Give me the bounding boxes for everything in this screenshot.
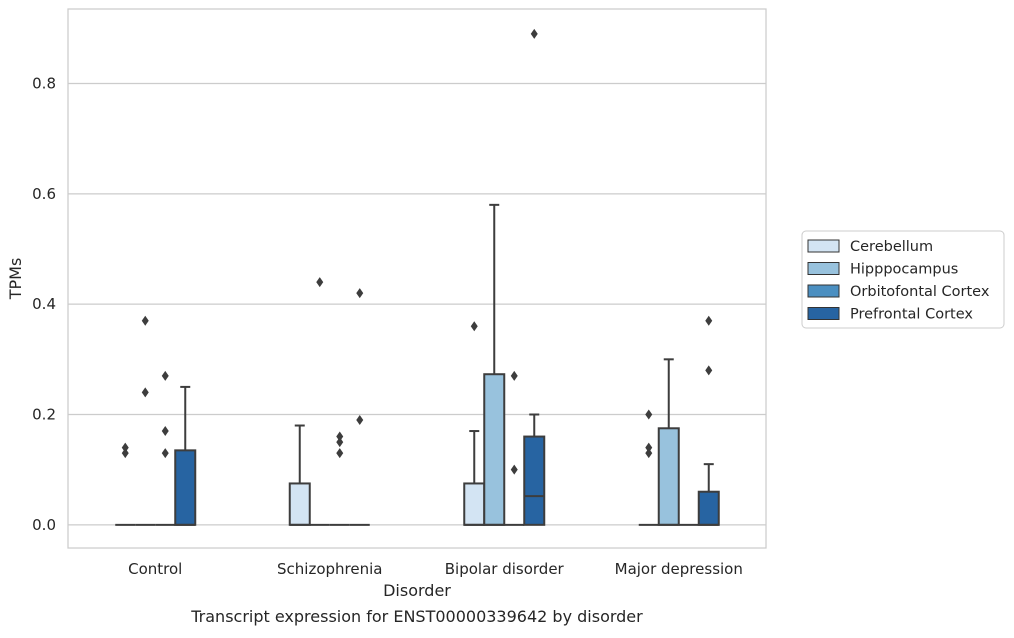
outlier-point bbox=[316, 277, 324, 288]
box-hipppocampus bbox=[657, 358, 680, 526]
outlier-point bbox=[510, 370, 518, 381]
box-body bbox=[174, 449, 197, 526]
outlier-point bbox=[356, 288, 364, 299]
box-body bbox=[523, 435, 546, 526]
y-tick-label: 0.2 bbox=[32, 405, 56, 423]
box-prefrontal-cortex bbox=[174, 385, 197, 526]
outlier-point bbox=[705, 365, 713, 376]
legend-swatch bbox=[807, 307, 840, 320]
box-prefrontal-cortex bbox=[697, 315, 720, 526]
y-tick-label: 0.0 bbox=[32, 516, 56, 534]
y-tick-label: 0.6 bbox=[32, 185, 56, 203]
outlier-point bbox=[121, 442, 129, 453]
box-body bbox=[697, 490, 720, 526]
box-prefrontal-cortex bbox=[349, 288, 370, 526]
outlier-point bbox=[645, 442, 653, 453]
outlier-point bbox=[161, 426, 169, 437]
box-cerebellum bbox=[638, 409, 659, 526]
outlier-point bbox=[141, 315, 149, 326]
y-tick-labels: 0.0 0.2 0.4 0.6 0.8 bbox=[32, 74, 56, 533]
box-body bbox=[483, 373, 506, 526]
outlier-point bbox=[645, 409, 653, 420]
legend-swatch bbox=[807, 284, 840, 298]
box-hipppocampus bbox=[309, 277, 330, 526]
legend-label: Cerebellum bbox=[850, 239, 933, 255]
outlier-point bbox=[530, 28, 538, 39]
x-tick-label: Major depression bbox=[615, 560, 743, 578]
box-body bbox=[463, 482, 486, 526]
x-axis-label: Disorder bbox=[383, 581, 451, 600]
x-tick-labels: Control Schizophrenia Bipolar disorder Majo… bbox=[128, 560, 743, 578]
y-tick-label: 0.8 bbox=[32, 74, 56, 92]
box-prefrontal-cortex bbox=[523, 28, 546, 526]
outlier-point bbox=[336, 448, 344, 459]
box-orbitofontal-cortex bbox=[329, 431, 350, 526]
legend-swatch bbox=[807, 262, 840, 275]
legend-label: Hipppocampus bbox=[850, 262, 958, 278]
box-hipppocampus bbox=[483, 203, 506, 526]
box-cerebellum bbox=[288, 424, 311, 526]
outlier-point bbox=[141, 387, 149, 398]
box-orbitofontal-cortex bbox=[504, 370, 525, 526]
outlier-point bbox=[645, 448, 653, 459]
box-cerebellum bbox=[463, 321, 486, 526]
box-body bbox=[288, 482, 311, 526]
legend: Cerebellum Hipppocampus Orbitofontal Corte… bbox=[801, 230, 1005, 329]
outlier-point bbox=[705, 315, 713, 326]
x-tick-label: Schizophrenia bbox=[277, 560, 382, 578]
box-cerebellum bbox=[115, 442, 136, 526]
x-tick-label: Control bbox=[128, 560, 182, 578]
outlier-point bbox=[336, 431, 344, 442]
outlier-point bbox=[470, 321, 478, 332]
y-axis-label: TPMs bbox=[6, 258, 25, 301]
box-orbitofontal-cortex bbox=[155, 370, 176, 526]
box-body bbox=[657, 427, 680, 526]
legend-label: Prefrontal Cortex bbox=[850, 307, 973, 323]
x-tick-label: Bipolar disorder bbox=[445, 560, 565, 578]
y-tick-label: 0.4 bbox=[32, 295, 56, 313]
outlier-point bbox=[161, 370, 169, 381]
outlier-point bbox=[510, 464, 518, 475]
legend-swatch bbox=[807, 239, 840, 253]
figure-caption: Transcript expression for ENST0000033964… bbox=[190, 607, 643, 626]
legend-frame bbox=[801, 230, 1005, 329]
outlier-point bbox=[161, 448, 169, 459]
outlier-point bbox=[356, 415, 364, 426]
boxes bbox=[115, 28, 720, 526]
outlier-point bbox=[336, 437, 344, 448]
outlier-point bbox=[121, 448, 129, 459]
legend-label: Orbitofontal Cortex bbox=[850, 284, 990, 300]
box-hipppocampus bbox=[135, 315, 156, 526]
axes-frame bbox=[67, 8, 767, 549]
